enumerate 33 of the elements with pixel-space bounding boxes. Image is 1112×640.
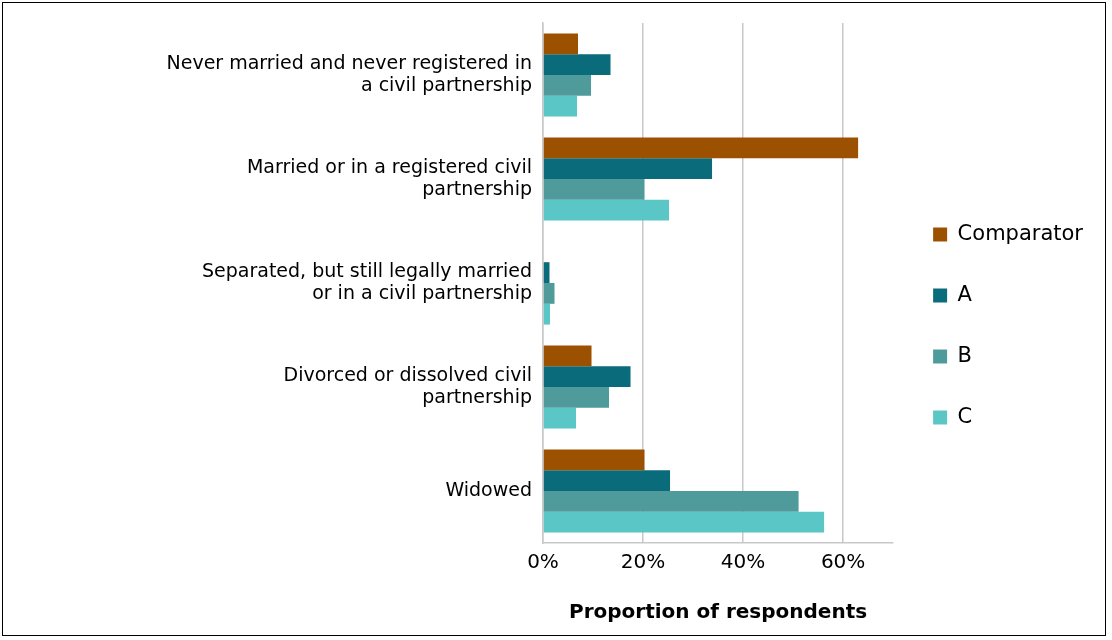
x-axis-title: Proportion of respondents [568,599,868,624]
x-tick-label: 40% [720,549,766,574]
bar [543,95,578,117]
y-tick-label: Divorced or dissolved civil partnership [283,362,532,408]
bar [543,33,579,55]
bar [543,262,550,283]
bar [543,366,631,387]
bar [543,449,645,471]
bar [543,345,592,367]
bar [543,387,610,408]
legend-label: Comparator [957,220,1084,245]
bar [543,75,592,96]
bar [543,491,799,512]
x-tick-label: 60% [820,549,866,574]
y-tick-label: Married or in a registered civil partnership [246,154,532,200]
bar [543,407,577,429]
bar [543,137,859,159]
bar [543,199,670,221]
bar [543,179,645,200]
legend-label: C [957,403,973,428]
bar [543,283,555,304]
bar [543,54,611,75]
y-tick-label: Never married and never registered in a civil partnership [166,50,532,96]
x-tick-label: 20% [620,549,666,574]
y-tick-label: Separated, but still legally married or in a civil partnership [202,258,532,304]
legend-label: A [957,281,973,306]
bar [543,511,825,533]
bar [543,158,713,179]
bar [543,303,550,325]
y-tick-label: Widowed [445,477,532,500]
bar [543,470,671,491]
x-tick-label: 0% [527,549,559,574]
legend-label: B [957,342,973,367]
